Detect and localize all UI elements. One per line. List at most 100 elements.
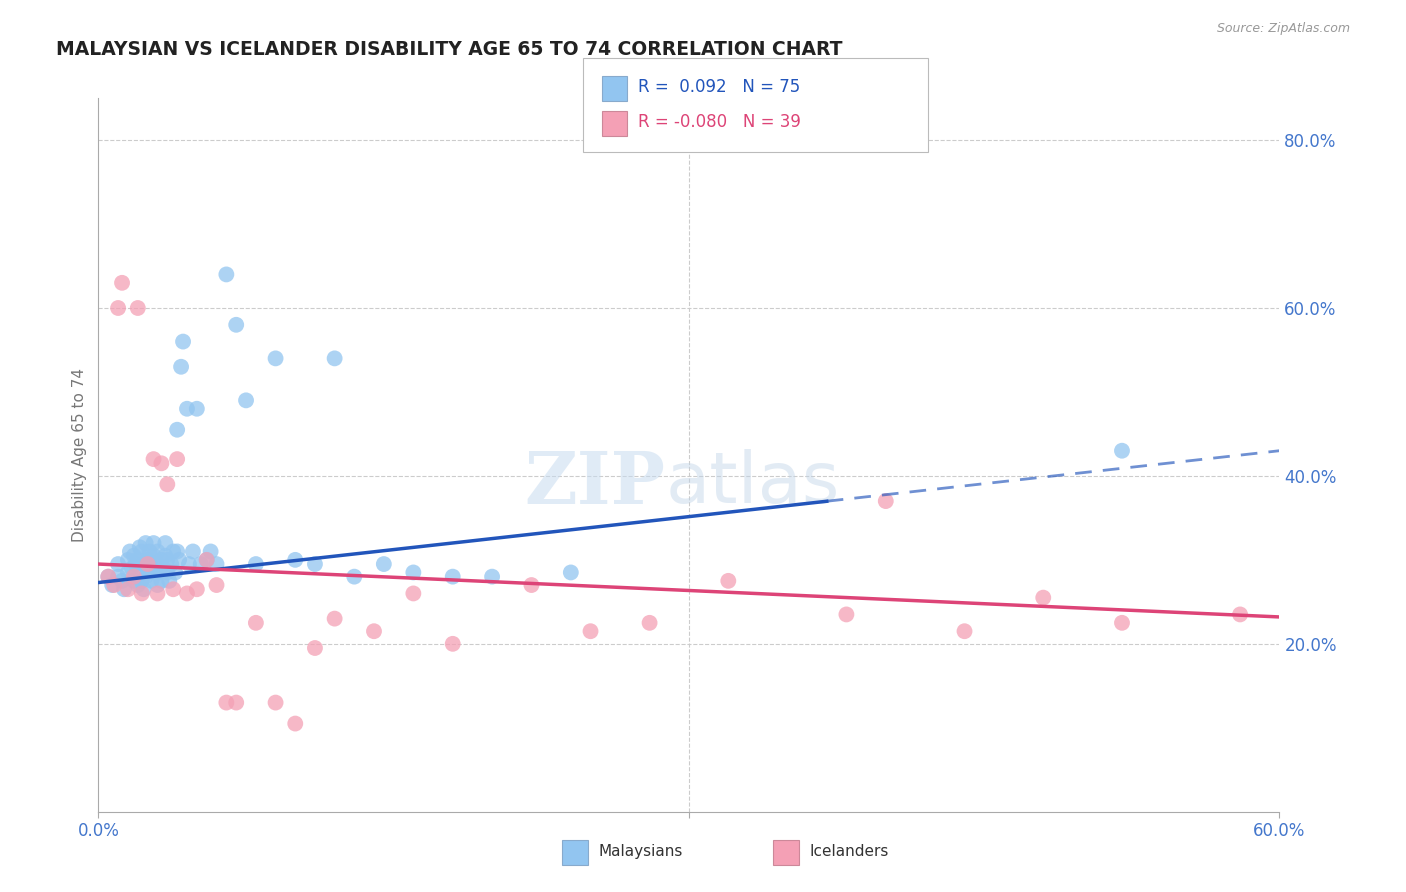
Point <box>441 637 464 651</box>
Point <box>165 566 187 580</box>
Point <box>127 553 149 567</box>
Point <box>146 586 169 600</box>
Point <box>142 549 165 563</box>
Text: Malaysians: Malaysians <box>599 845 683 859</box>
Text: ZIP: ZIP <box>524 448 665 519</box>
Point <box>186 582 208 597</box>
Point <box>146 557 169 571</box>
Point <box>128 541 150 555</box>
Point <box>103 578 125 592</box>
Point <box>717 574 740 588</box>
Point <box>245 557 267 571</box>
Point <box>117 582 139 597</box>
Point <box>146 544 169 558</box>
Point <box>156 477 179 491</box>
Point <box>136 557 159 571</box>
Point <box>170 359 193 374</box>
Text: atlas: atlas <box>665 449 839 518</box>
Point <box>148 566 170 580</box>
Text: Source: ZipAtlas.com: Source: ZipAtlas.com <box>1216 22 1350 36</box>
Point <box>835 607 858 622</box>
Point <box>304 557 326 571</box>
Point <box>125 557 148 571</box>
Point <box>157 574 180 588</box>
Point <box>186 401 208 416</box>
Point <box>97 569 120 583</box>
Point <box>402 566 425 580</box>
Point <box>264 696 287 710</box>
Point <box>142 452 165 467</box>
Point <box>172 334 194 349</box>
Point <box>200 544 222 558</box>
Point <box>107 569 129 583</box>
Point <box>1111 443 1133 458</box>
Point <box>264 351 287 366</box>
Text: R =  0.092   N = 75: R = 0.092 N = 75 <box>638 78 800 95</box>
Point <box>166 423 188 437</box>
Point <box>323 351 346 366</box>
Point <box>132 557 155 571</box>
Point <box>117 566 139 580</box>
Point <box>284 553 307 567</box>
Point <box>112 582 135 597</box>
Point <box>131 586 153 600</box>
Point <box>111 574 134 588</box>
Point <box>166 544 188 558</box>
Point <box>107 557 129 571</box>
Point <box>152 561 174 575</box>
Point <box>132 582 155 597</box>
Y-axis label: Disability Age 65 to 74: Disability Age 65 to 74 <box>72 368 87 542</box>
Point <box>97 569 120 583</box>
Point <box>176 586 198 600</box>
Point <box>1032 591 1054 605</box>
Point <box>101 578 124 592</box>
Point <box>156 566 179 580</box>
Point <box>127 578 149 592</box>
Point <box>402 586 425 600</box>
Point <box>481 569 503 583</box>
Point <box>190 557 212 571</box>
Point <box>215 268 238 282</box>
Point <box>118 544 141 558</box>
Point <box>225 318 247 332</box>
Text: MALAYSIAN VS ICELANDER DISABILITY AGE 65 TO 74 CORRELATION CHART: MALAYSIAN VS ICELANDER DISABILITY AGE 65… <box>56 40 842 59</box>
Point <box>117 553 139 567</box>
Point <box>215 696 238 710</box>
Point <box>195 553 218 567</box>
Point <box>141 561 163 575</box>
Point <box>156 553 179 567</box>
Point <box>155 549 177 563</box>
Text: Icelanders: Icelanders <box>810 845 889 859</box>
Point <box>146 578 169 592</box>
Point <box>304 640 326 655</box>
Point <box>122 569 145 583</box>
Point <box>225 696 247 710</box>
Point <box>145 566 167 580</box>
Point <box>127 301 149 315</box>
Point <box>177 557 200 571</box>
Point <box>138 544 160 558</box>
Point <box>142 536 165 550</box>
Point <box>205 557 228 571</box>
Point <box>520 578 543 592</box>
Point <box>235 393 257 408</box>
Point <box>166 452 188 467</box>
Point <box>162 582 184 597</box>
Text: R = -0.080   N = 39: R = -0.080 N = 39 <box>638 113 801 131</box>
Point <box>121 561 143 575</box>
Point <box>131 561 153 575</box>
Point <box>284 716 307 731</box>
Point <box>373 557 395 571</box>
Point <box>135 569 157 583</box>
Point <box>150 553 173 567</box>
Point <box>107 301 129 315</box>
Point <box>323 612 346 626</box>
Point <box>176 401 198 416</box>
Point <box>122 549 145 563</box>
Point <box>560 566 582 580</box>
Point <box>875 494 897 508</box>
Point <box>122 574 145 588</box>
Point <box>343 569 366 583</box>
Point <box>131 544 153 558</box>
Point <box>195 553 218 567</box>
